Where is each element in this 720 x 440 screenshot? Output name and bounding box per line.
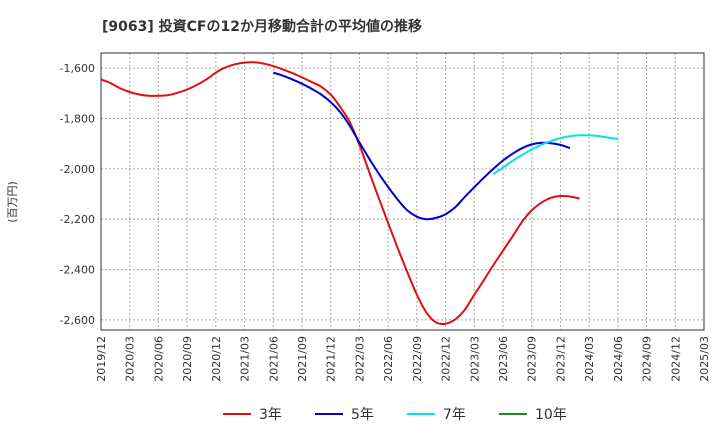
x-tick-label: 2021/03	[239, 336, 252, 382]
x-tick-label: 2023/12	[554, 336, 567, 382]
x-tick-label: 2024/12	[669, 336, 682, 382]
x-tick-label: 2020/06	[152, 336, 165, 382]
grid-lines	[101, 53, 704, 330]
y-tick-label: -2,200	[60, 213, 95, 226]
x-tick-label: 2019/12	[95, 336, 108, 382]
plot-series	[100, 61, 619, 326]
x-tick-label: 2021/06	[267, 336, 280, 382]
y-tick-label: -2,400	[60, 264, 95, 277]
x-tick-label: 2025/03	[698, 336, 711, 382]
x-ticks: 2019/12 2020/03 2020/06 2020/09 2020/12 2021/…	[95, 336, 711, 382]
x-tick-label: 2020/03	[124, 336, 137, 382]
y-ticks: -1,600 -1,800 -2,000 -2,200 -2,400 -2,600	[60, 62, 95, 327]
x-tick-label: 2022/09	[411, 336, 424, 382]
legend-label: 5年	[351, 407, 374, 423]
plot-frame	[100, 52, 705, 331]
x-tick-label: 2023/09	[526, 336, 539, 382]
x-tick-label: 2020/09	[181, 336, 194, 382]
x-tick-label: 2024/06	[612, 336, 625, 382]
y-axis-label: (百万円)	[6, 181, 19, 223]
x-tick-label: 2023/03	[468, 336, 481, 382]
x-tick-label: 2024/03	[583, 336, 596, 382]
series-line-2	[492, 134, 619, 176]
legend-label: 10年	[535, 407, 567, 423]
x-tick-label: 2022/12	[440, 336, 453, 382]
legend-label: 7年	[443, 407, 466, 423]
series-line-1	[273, 71, 571, 221]
x-tick-label: 2020/12	[210, 336, 223, 382]
x-tick-label: 2021/12	[325, 336, 338, 382]
x-tick-label: 2021/09	[296, 336, 309, 382]
x-tick-label: 2022/03	[353, 336, 366, 382]
legend-label: 3年	[259, 407, 282, 423]
x-tick-label: 2024/09	[641, 336, 654, 382]
y-tick-label: -1,600	[60, 62, 95, 75]
x-tick-label: 2023/06	[497, 336, 510, 382]
legend: 3年 5年 7年 10年	[223, 407, 567, 423]
chart-title: [9063] 投資CFの12か月移動合計の平均値の推移	[102, 18, 422, 35]
y-tick-label: -2,600	[60, 314, 95, 327]
y-tick-label: -2,000	[60, 163, 95, 176]
y-tick-label: -1,800	[60, 112, 95, 125]
series-line-0	[100, 61, 580, 326]
x-tick-label: 2022/06	[382, 336, 395, 382]
